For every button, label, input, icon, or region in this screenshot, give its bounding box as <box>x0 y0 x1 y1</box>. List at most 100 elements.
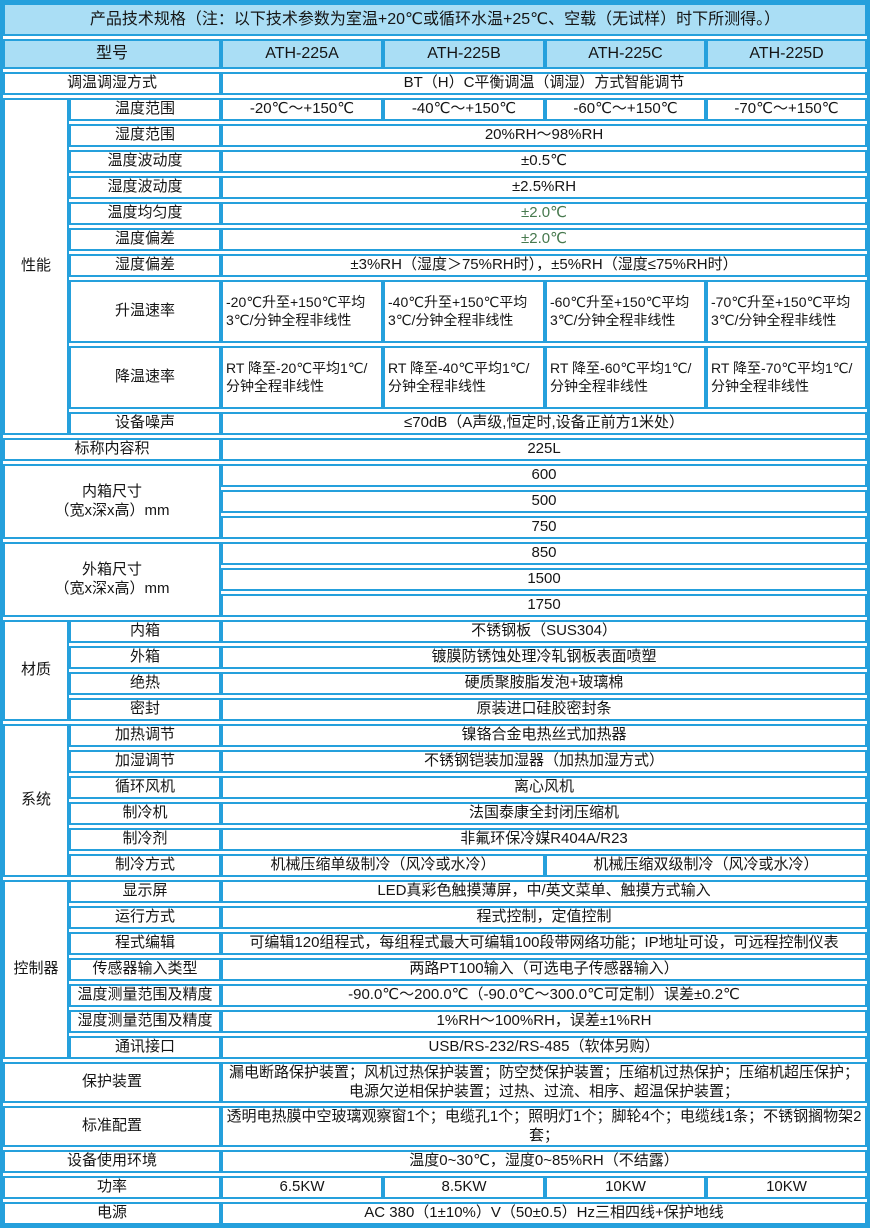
model-a: ATH-225A <box>221 39 383 69</box>
system-refrigerant-value: 非氟环保冷媒R404A/R23 <box>221 828 867 851</box>
model-row-label: 型号 <box>3 39 221 69</box>
system-refrigerant-label: 制冷剂 <box>69 828 221 851</box>
table-row-protection: 保护装置 漏电断路保护装置；风机过热保护装置；防空焚保护装置；压缩机过热保护；压… <box>3 1062 867 1103</box>
controller-run-mode-value: 程式控制，定值控制 <box>221 906 867 929</box>
section-label-material: 材质 <box>3 620 69 721</box>
table-row-controller-comm: 通讯接口 USB/RS-232/RS-485（软体另购） <box>3 1036 867 1059</box>
system-heating-label: 加热调节 <box>69 724 221 747</box>
table-row-inner-size-d: 500 <box>3 490 867 513</box>
outer-size-width: 850 <box>221 542 867 565</box>
section-label-performance: 性能 <box>3 98 69 435</box>
outer-size-label-line2: （宽x深x高）mm <box>54 579 170 597</box>
noise-value: ≤70dB（A声级,恒定时,设备正前方1米处） <box>221 412 867 435</box>
controller-sensor-label: 传感器输入类型 <box>69 958 221 981</box>
noise-label: 设备噪声 <box>69 412 221 435</box>
inner-size-label-line2: （宽x深x高）mm <box>54 501 170 519</box>
table-row-system-heating: 系统 加热调节 镍铬合金电热丝式加热器 <box>3 724 867 877</box>
material-outer-value: 镀膜防锈蚀处理冷轧钢板表面喷塑 <box>221 646 867 669</box>
system-compressor-label: 制冷机 <box>69 802 221 825</box>
standard-config-label: 标准配置 <box>3 1106 221 1147</box>
mode-label: 调温调湿方式 <box>3 72 221 95</box>
power-supply-label: 电源 <box>3 1202 221 1225</box>
table-row-power: 功率 6.5KW 8.5KW 10KW 10KW <box>3 1176 867 1199</box>
material-inner-label: 内箱 <box>69 620 221 643</box>
system-humidify-value: 不锈钢铠装加湿器（加热加湿方式） <box>221 750 867 773</box>
system-compressor-value: 法国泰康全封闭压缩机 <box>221 802 867 825</box>
table-row-humidity-deviation: 湿度偏差 ±3%RH（湿度＞75%RH时），±5%RH（湿度≤75%RH时） <box>3 254 867 277</box>
product-spec-table: 产品技术规格（注：以下技术参数为室温+20℃或循环水温+25℃、空载（无试样）时… <box>3 3 867 1225</box>
table-row-temp-range: 性能 温度范围 -20℃～+150℃ -40℃～+150℃ -60℃～+150℃… <box>3 98 867 435</box>
temp-range-label: 温度范围 <box>69 98 221 121</box>
material-insulation-value: 硬质聚胺脂发泡+玻璃棉 <box>221 672 867 695</box>
temp-deviation-label: 温度偏差 <box>69 228 221 251</box>
table-row-noise: 设备噪声 ≤70dB（A声级,恒定时,设备正前方1米处） <box>3 412 867 435</box>
cooling-rate-b: RT 降至-40℃平均1℃/分钟全程非线性 <box>383 346 545 409</box>
controller-display-value: LED真彩色触摸薄屏，中/英文菜单、触摸方式输入 <box>221 880 867 903</box>
cooling-rate-d: RT 降至-70℃平均1℃/分钟全程非线性 <box>706 346 867 409</box>
table-row-material-inner: 材质 内箱 不锈钢板（SUS304） <box>3 620 867 721</box>
environment-label: 设备使用环境 <box>3 1150 221 1173</box>
system-fan-label: 循环风机 <box>69 776 221 799</box>
standard-config-value: 透明电热膜中空玻璃观察窗1个；电缆孔1个；照明灯1个；脚轮4个；电缆线1条；不锈… <box>221 1106 867 1147</box>
inner-size-width: 600 <box>221 464 867 487</box>
power-b: 8.5KW <box>383 1176 545 1199</box>
outer-size-label: 外箱尺寸 （宽x深x高）mm <box>3 542 221 617</box>
cooling-method-label: 制冷方式 <box>69 854 221 877</box>
controller-program-label: 程式编辑 <box>69 932 221 955</box>
heating-rate-a: -20℃升至+150℃平均3℃/分钟全程非线性 <box>221 280 383 343</box>
controller-display-label: 显示屏 <box>69 880 221 903</box>
power-supply-value: AC 380（1±10%）V（50±0.5）Hz三相四线+保护地线 <box>221 1202 867 1225</box>
table-row-controller-humidity-measure: 湿度测量范围及精度 1%RH～100%RH，误差±1%RH <box>3 1010 867 1033</box>
table-row-humidity-range: 湿度范围 20%RH～98%RH <box>3 124 867 147</box>
power-label: 功率 <box>3 1176 221 1199</box>
cooling-method-single-stage: 机械压缩单级制冷（风冷或水冷） <box>221 854 545 877</box>
heating-rate-b: -40℃升至+150℃平均3℃/分钟全程非线性 <box>383 280 545 343</box>
table-row-power-supply: 电源 AC 380（1±10%）V（50±0.5）Hz三相四线+保护地线 <box>3 1202 867 1225</box>
volume-label: 标称内容积 <box>3 438 221 461</box>
controller-humidity-measure-label: 湿度测量范围及精度 <box>69 1010 221 1033</box>
temp-deviation-value: ±2.0℃ <box>221 228 867 251</box>
humidity-range-value: 20%RH～98%RH <box>221 124 867 147</box>
temp-uniformity-label: 温度均匀度 <box>69 202 221 225</box>
table-row-system-refrigerant: 制冷剂 非氟环保冷媒R404A/R23 <box>3 828 867 851</box>
outer-size-label-line1: 外箱尺寸 <box>81 561 142 579</box>
humidity-range-label: 湿度范围 <box>69 124 221 147</box>
table-row-outer-size-d: 1500 <box>3 568 867 591</box>
table-row-mode: 调温调湿方式 BT（H）C平衡调温（调湿）方式智能调节 <box>3 72 867 95</box>
table-row-standard-config: 标准配置 透明电热膜中空玻璃观察窗1个；电缆孔1个；照明灯1个；脚轮4个；电缆线… <box>3 1106 867 1147</box>
heating-rate-c: -60℃升至+150℃平均3℃/分钟全程非线性 <box>545 280 706 343</box>
material-inner-value: 不锈钢板（SUS304） <box>221 620 867 643</box>
humidity-deviation-value: ±3%RH（湿度＞75%RH时），±5%RH（湿度≤75%RH时） <box>221 254 867 277</box>
model-c: ATH-225C <box>545 39 706 69</box>
volume-value: 225L <box>221 438 867 461</box>
table-row-volume: 标称内容积 225L <box>3 438 867 461</box>
inner-size-height: 750 <box>221 516 867 539</box>
temp-range-b: -40℃～+150℃ <box>383 98 545 121</box>
table-row-controller-sensor: 传感器输入类型 两路PT100输入（可选电子传感器输入） <box>3 958 867 981</box>
table-row-models: 型号 ATH-225A ATH-225B ATH-225C ATH-225D <box>3 39 867 69</box>
material-insulation-label: 绝热 <box>69 672 221 695</box>
table-title: 产品技术规格（注：以下技术参数为室温+20℃或循环水温+25℃、空载（无试样）时… <box>3 3 867 36</box>
table-row-heating-rate: 升温速率 -20℃升至+150℃平均3℃/分钟全程非线性 -40℃升至+150℃… <box>3 280 867 343</box>
table-row-material-outer: 外箱 镀膜防锈蚀处理冷轧钢板表面喷塑 <box>3 646 867 669</box>
table-row-outer-size-h: 1750 <box>3 594 867 617</box>
temp-range-a: -20℃～+150℃ <box>221 98 383 121</box>
system-fan-value: 离心风机 <box>221 776 867 799</box>
controller-temp-measure-label: 温度测量范围及精度 <box>69 984 221 1007</box>
cooling-rate-c: RT 降至-60℃平均1℃/分钟全程非线性 <box>545 346 706 409</box>
humidity-fluctuation-value: ±2.5%RH <box>221 176 867 199</box>
inner-size-depth: 500 <box>221 490 867 513</box>
table-row-inner-size-w: 内箱尺寸 （宽x深x高）mm 600 <box>3 464 867 539</box>
protection-value: 漏电断路保护装置；风机过热保护装置；防空焚保护装置；压缩机过热保护；压缩机超压保… <box>221 1062 867 1103</box>
table-row-temp-uniformity: 温度均匀度 ±2.0℃ <box>3 202 867 225</box>
table-row-temp-deviation: 温度偏差 ±2.0℃ <box>3 228 867 251</box>
cooling-rate-a: RT 降至-20℃平均1℃/分钟全程非线性 <box>221 346 383 409</box>
power-d: 10KW <box>706 1176 867 1199</box>
table-row-temp-fluctuation: 温度波动度 ±0.5℃ <box>3 150 867 173</box>
controller-comm-label: 通讯接口 <box>69 1036 221 1059</box>
system-heating-value: 镍铬合金电热丝式加热器 <box>221 724 867 747</box>
protection-label: 保护装置 <box>3 1062 221 1103</box>
table-row-cooling-rate: 降温速率 RT 降至-20℃平均1℃/分钟全程非线性 RT 降至-40℃平均1℃… <box>3 346 867 409</box>
system-humidify-label: 加湿调节 <box>69 750 221 773</box>
